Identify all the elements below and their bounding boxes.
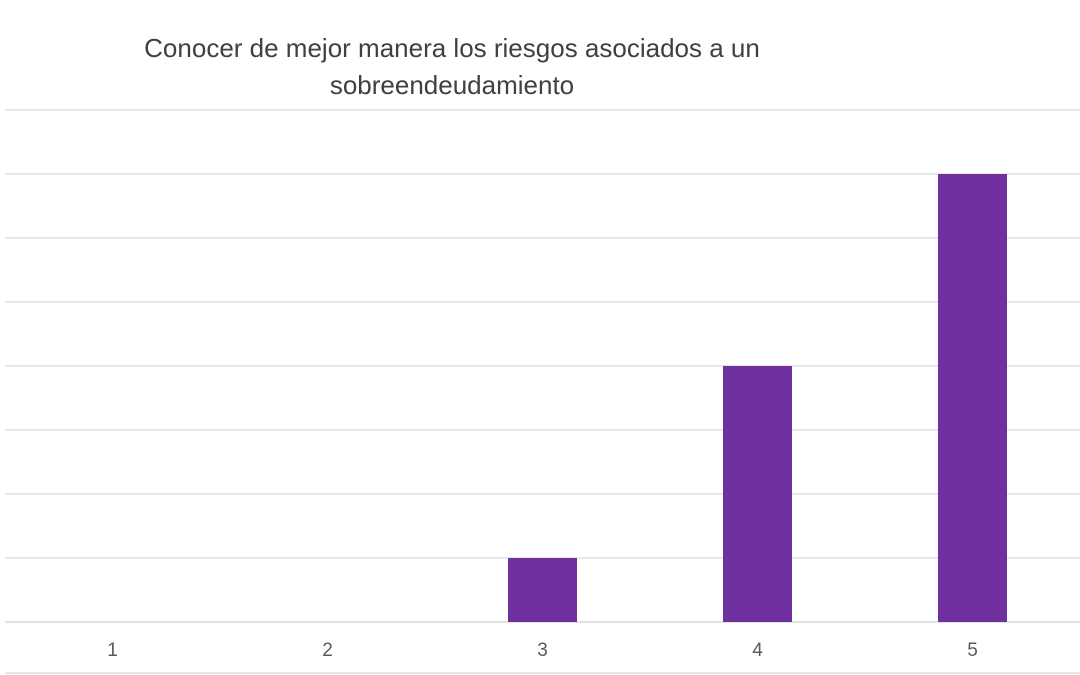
x-tick-label-3: 3: [537, 640, 548, 661]
gridlines: [5, 109, 1080, 674]
x-tick-label-2: 2: [322, 640, 333, 661]
x-tick-label-5: 5: [967, 640, 978, 661]
bars: [508, 174, 1007, 622]
bar-5: [938, 174, 1007, 622]
chart-title-line-2: sobreendeudamiento: [329, 70, 575, 100]
x-tick-label-4: 4: [752, 640, 763, 661]
x-tick-label-1: 1: [107, 640, 118, 661]
chart-title-line-1: Conocer de mejor manera los riesgos asoc…: [144, 33, 760, 63]
bar-4: [723, 366, 792, 622]
chart-title: Conocer de mejor manera los riesgos asoc…: [0, 30, 904, 104]
x-axis-tick-labels: 1 2 3 4 5: [107, 640, 978, 661]
bar-3: [508, 558, 577, 622]
